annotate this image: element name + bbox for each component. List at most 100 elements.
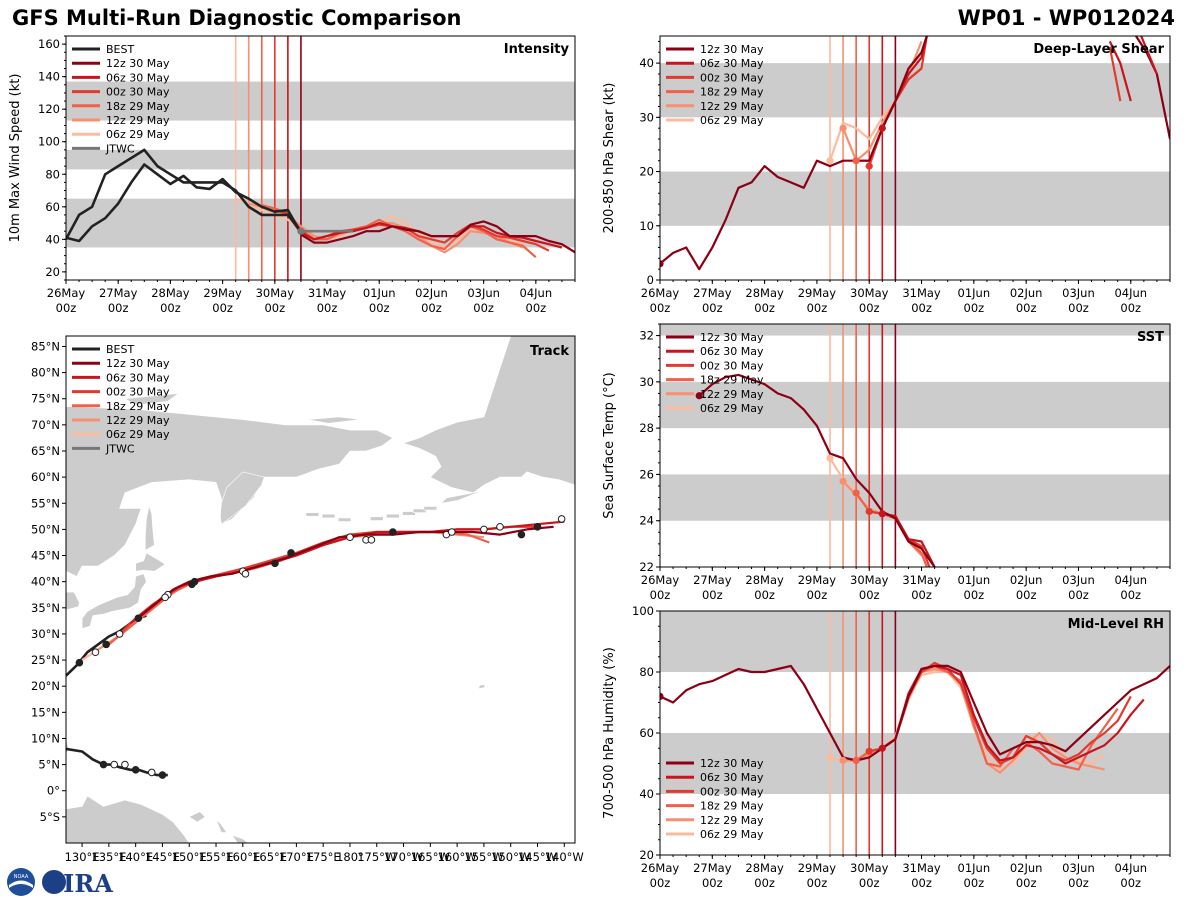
x-tick-label: 29May — [798, 286, 837, 300]
x-tick-sublabel: 00z — [754, 876, 775, 890]
x-tick-label: 145°W — [518, 850, 557, 864]
y-tick-label: 28 — [639, 421, 654, 435]
plot-area-sst — [660, 324, 1170, 567]
y-tick-label: 160 — [38, 37, 60, 51]
x-tick-label: 170°W — [384, 850, 423, 864]
x-tick-sublabel: 00z — [212, 301, 233, 315]
x-tick-label: 27May — [693, 286, 732, 300]
legend-label: 12z 30 May — [700, 757, 764, 770]
y-tick-label: 26 — [639, 467, 654, 481]
legend-label: JTWC — [105, 442, 135, 455]
x-tick-sublabel: 00z — [911, 588, 932, 602]
x-tick-label: 31May — [902, 286, 941, 300]
x-tick-label: 26May — [47, 286, 86, 300]
legend-label: BEST — [106, 43, 134, 56]
x-tick-label: 155°E — [199, 850, 234, 864]
series-line — [1140, 36, 1158, 75]
y-tick-label: 85°N — [31, 339, 60, 353]
series-line — [1108, 46, 1122, 102]
legend-label: 06z 29 May — [106, 428, 170, 441]
y-tick-label: 100 — [38, 135, 60, 149]
x-tick-sublabel: 00z — [754, 301, 775, 315]
cira-logo-text: CIRA — [44, 869, 113, 898]
track-marker — [190, 577, 199, 586]
x-tick-label: 27May — [693, 573, 732, 587]
x-tick-label: 160°E — [225, 850, 260, 864]
track-marker — [134, 614, 143, 623]
y-tick-label: 20 — [639, 165, 654, 179]
init-marker — [826, 454, 834, 462]
x-tick-sublabel: 00z — [964, 588, 985, 602]
legend-label: 12z 30 May — [106, 357, 170, 370]
x-tick-label: 31May — [902, 861, 941, 875]
x-tick-label: 28May — [745, 861, 784, 875]
x-tick-label: 02Jun — [1010, 861, 1043, 875]
land-alaska — [402, 336, 575, 494]
track-marker — [271, 559, 279, 568]
legend-label: 06z 30 May — [106, 371, 170, 384]
series-line — [66, 163, 303, 243]
y-tick-label: 100 — [632, 604, 654, 618]
shaded-band — [660, 324, 1170, 336]
legend-label: 12z 29 May — [700, 388, 764, 401]
y-tick-label: 80 — [45, 167, 60, 181]
axes-frame — [659, 35, 1171, 281]
x-tick-label: 155°W — [464, 850, 503, 864]
x-tick-label: 145°E — [145, 850, 180, 864]
y-tick-label: 20°N — [31, 679, 60, 693]
track-marker — [110, 760, 119, 769]
init-marker — [865, 747, 873, 755]
track-marker — [131, 766, 140, 774]
init-marker — [865, 162, 873, 170]
track-marker — [496, 522, 504, 531]
land-aleutian-island — [386, 513, 400, 519]
x-tick-label: 30May — [850, 286, 889, 300]
x-tick-sublabel: 00z — [1120, 588, 1141, 602]
legend-label: 00z 30 May — [700, 785, 764, 798]
legend-label: 12z 30 May — [106, 57, 170, 70]
x-tick-label: 01Jun — [958, 286, 991, 300]
x-tick-sublabel: 00z — [1016, 301, 1037, 315]
x-tick-label: 30May — [256, 286, 295, 300]
land-aleutian-island — [305, 512, 320, 517]
legend-label: 06z 30 May — [700, 771, 764, 784]
track-marker — [389, 528, 397, 536]
x-tick-label: 165°W — [411, 850, 450, 864]
land-honshu — [81, 573, 147, 630]
y-tick-label: 40 — [45, 232, 60, 246]
x-tick-label: 29May — [798, 861, 837, 875]
x-tick-label: 150°E — [172, 850, 207, 864]
panel-title: Deep-Layer Shear — [1033, 42, 1164, 57]
panel-title: Track — [530, 344, 569, 359]
x-tick-sublabel: 00z — [264, 301, 285, 315]
axes-frame — [659, 323, 1171, 568]
track-line — [81, 530, 484, 662]
series-line — [660, 664, 1170, 762]
x-tick-label: 03Jun — [467, 286, 500, 300]
x-tick-label: 28May — [151, 286, 190, 300]
x-tick-label: 01Jun — [958, 861, 991, 875]
x-tick-sublabel: 00z — [650, 876, 671, 890]
init-marker — [878, 510, 886, 518]
y-tick-label: 120 — [38, 102, 60, 116]
land-hawaii — [478, 684, 486, 690]
legend-label: 18z 29 May — [106, 100, 170, 113]
x-tick-label: 175°E — [306, 850, 341, 864]
legend-label: 12z 30 May — [700, 331, 764, 344]
x-tick-sublabel: 00z — [1068, 588, 1089, 602]
x-tick-sublabel: 00z — [807, 588, 828, 602]
shaded-band — [660, 611, 1170, 672]
cira-logo: CIRA — [42, 869, 113, 898]
land-solomons-2 — [231, 834, 249, 843]
noaa-logo-text: NOAA — [14, 874, 29, 880]
track-marker — [121, 760, 129, 769]
track-marker — [75, 658, 84, 667]
init-marker — [826, 753, 834, 762]
plot-area-rh — [660, 611, 1170, 855]
land-sakhalin — [145, 504, 155, 551]
land-aleutian-island — [370, 516, 384, 521]
x-tick-label: 130°E — [65, 850, 100, 864]
init-marker — [839, 477, 847, 485]
